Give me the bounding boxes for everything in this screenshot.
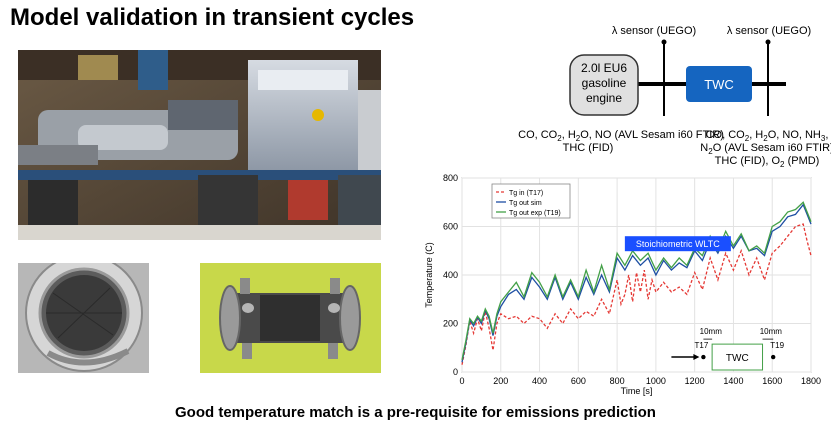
- legend-entry: Tg out sim: [509, 200, 542, 207]
- sensor-right-dot: [765, 39, 771, 45]
- x-tick-label: 800: [610, 376, 625, 386]
- y-tick-label: 800: [443, 173, 458, 183]
- inset-twc-label: TWC: [726, 353, 749, 364]
- legend-entry: Tg out exp (T19): [509, 210, 561, 217]
- inset-dist-left-label: 10mm: [700, 327, 723, 336]
- analyzer-right-line3: THC (FID), O2 (PMD): [715, 155, 820, 169]
- chart-axes: 0 200 400 600 800 1000 1200 1400 1600 1800 0 200 400…: [424, 173, 821, 396]
- analyzer-left-line2: THC (FID): [563, 142, 614, 154]
- legend-entry: Tg in (T17): [509, 190, 543, 197]
- catalyst-cross-section-photo: [18, 263, 149, 373]
- twc-label: TWC: [704, 77, 734, 92]
- x-axis-label: Time [s]: [621, 386, 653, 396]
- engine-box: [569, 54, 639, 116]
- inset-t19-dot: [770, 354, 776, 360]
- analyzer-right-line1: CO, CO2, H2O, NO, NH3,: [706, 129, 829, 143]
- x-tick-label: 200: [493, 376, 508, 386]
- engine-label-line1: 2.0l EU6: [581, 61, 627, 75]
- x-tick-label: 400: [532, 376, 547, 386]
- x-tick-label: 1400: [723, 376, 743, 386]
- series-line-3: [461, 201, 812, 361]
- twc-box: [686, 66, 752, 102]
- y-tick-label: 400: [443, 270, 458, 280]
- chart-legend: Tg in (T17) Tg out sim Tg out exp (T19): [491, 183, 571, 219]
- inset-t17-dot: [701, 354, 706, 360]
- x-tick-label: 600: [571, 376, 586, 386]
- inset-t19-label: T19: [770, 341, 784, 350]
- annotation-box: [624, 236, 731, 252]
- temperature-chart: 0 200 400 600 800 1000 1200 1400 1600 1800 0 200 400…: [420, 168, 831, 400]
- series-line-1: [461, 223, 812, 365]
- inset-twc-box: [711, 343, 764, 371]
- x-tick-label: 0: [459, 376, 464, 386]
- annotation-label: Stoichiometric WLTC: [636, 239, 720, 249]
- chart-series: [461, 201, 812, 365]
- slide-title: Model validation in transient cycles: [10, 4, 415, 31]
- y-tick-label: 600: [443, 222, 458, 232]
- system-schematic: 2.0l EU6 gasoline engine TWC λ sensor (U…: [470, 20, 831, 178]
- engine-label-line2: gasoline: [582, 76, 627, 90]
- inset-flow-arrow-head: [693, 354, 700, 361]
- analyzer-right-line2: N2O (AVL Sesam i60 FTIR): [700, 142, 831, 156]
- inset-t17-label: T17: [694, 341, 708, 350]
- x-tick-label: 1800: [801, 376, 821, 386]
- x-tick-label: 1200: [685, 376, 705, 386]
- y-axis-label: Temperature (C): [424, 242, 434, 308]
- sensor-left-dot: [661, 39, 667, 45]
- x-tick-label: 1600: [762, 376, 782, 386]
- x-tick-label: 1000: [646, 376, 666, 386]
- inset-dist-right-label: 10mm: [760, 327, 783, 336]
- sensor-left-label: λ sensor (UEGO): [612, 25, 696, 37]
- engine-label-line3: engine: [586, 91, 622, 105]
- analyzer-left-line1: CO, CO2, H2O, NO (AVL Sesam i60 FTIR): [518, 129, 724, 143]
- engine-test-cell-photo: [18, 50, 381, 240]
- sensor-right-label: λ sensor (UEGO): [727, 25, 811, 37]
- bottom-caption: Good temperature match is a pre-requisit…: [175, 404, 656, 421]
- y-tick-label: 200: [443, 319, 458, 329]
- y-tick-label: 0: [453, 367, 458, 377]
- chart-annotations: Stoichiometric WLTC TWC T17 T19 10mm 10mm: [624, 236, 785, 371]
- twc-canister-photo: [200, 263, 381, 373]
